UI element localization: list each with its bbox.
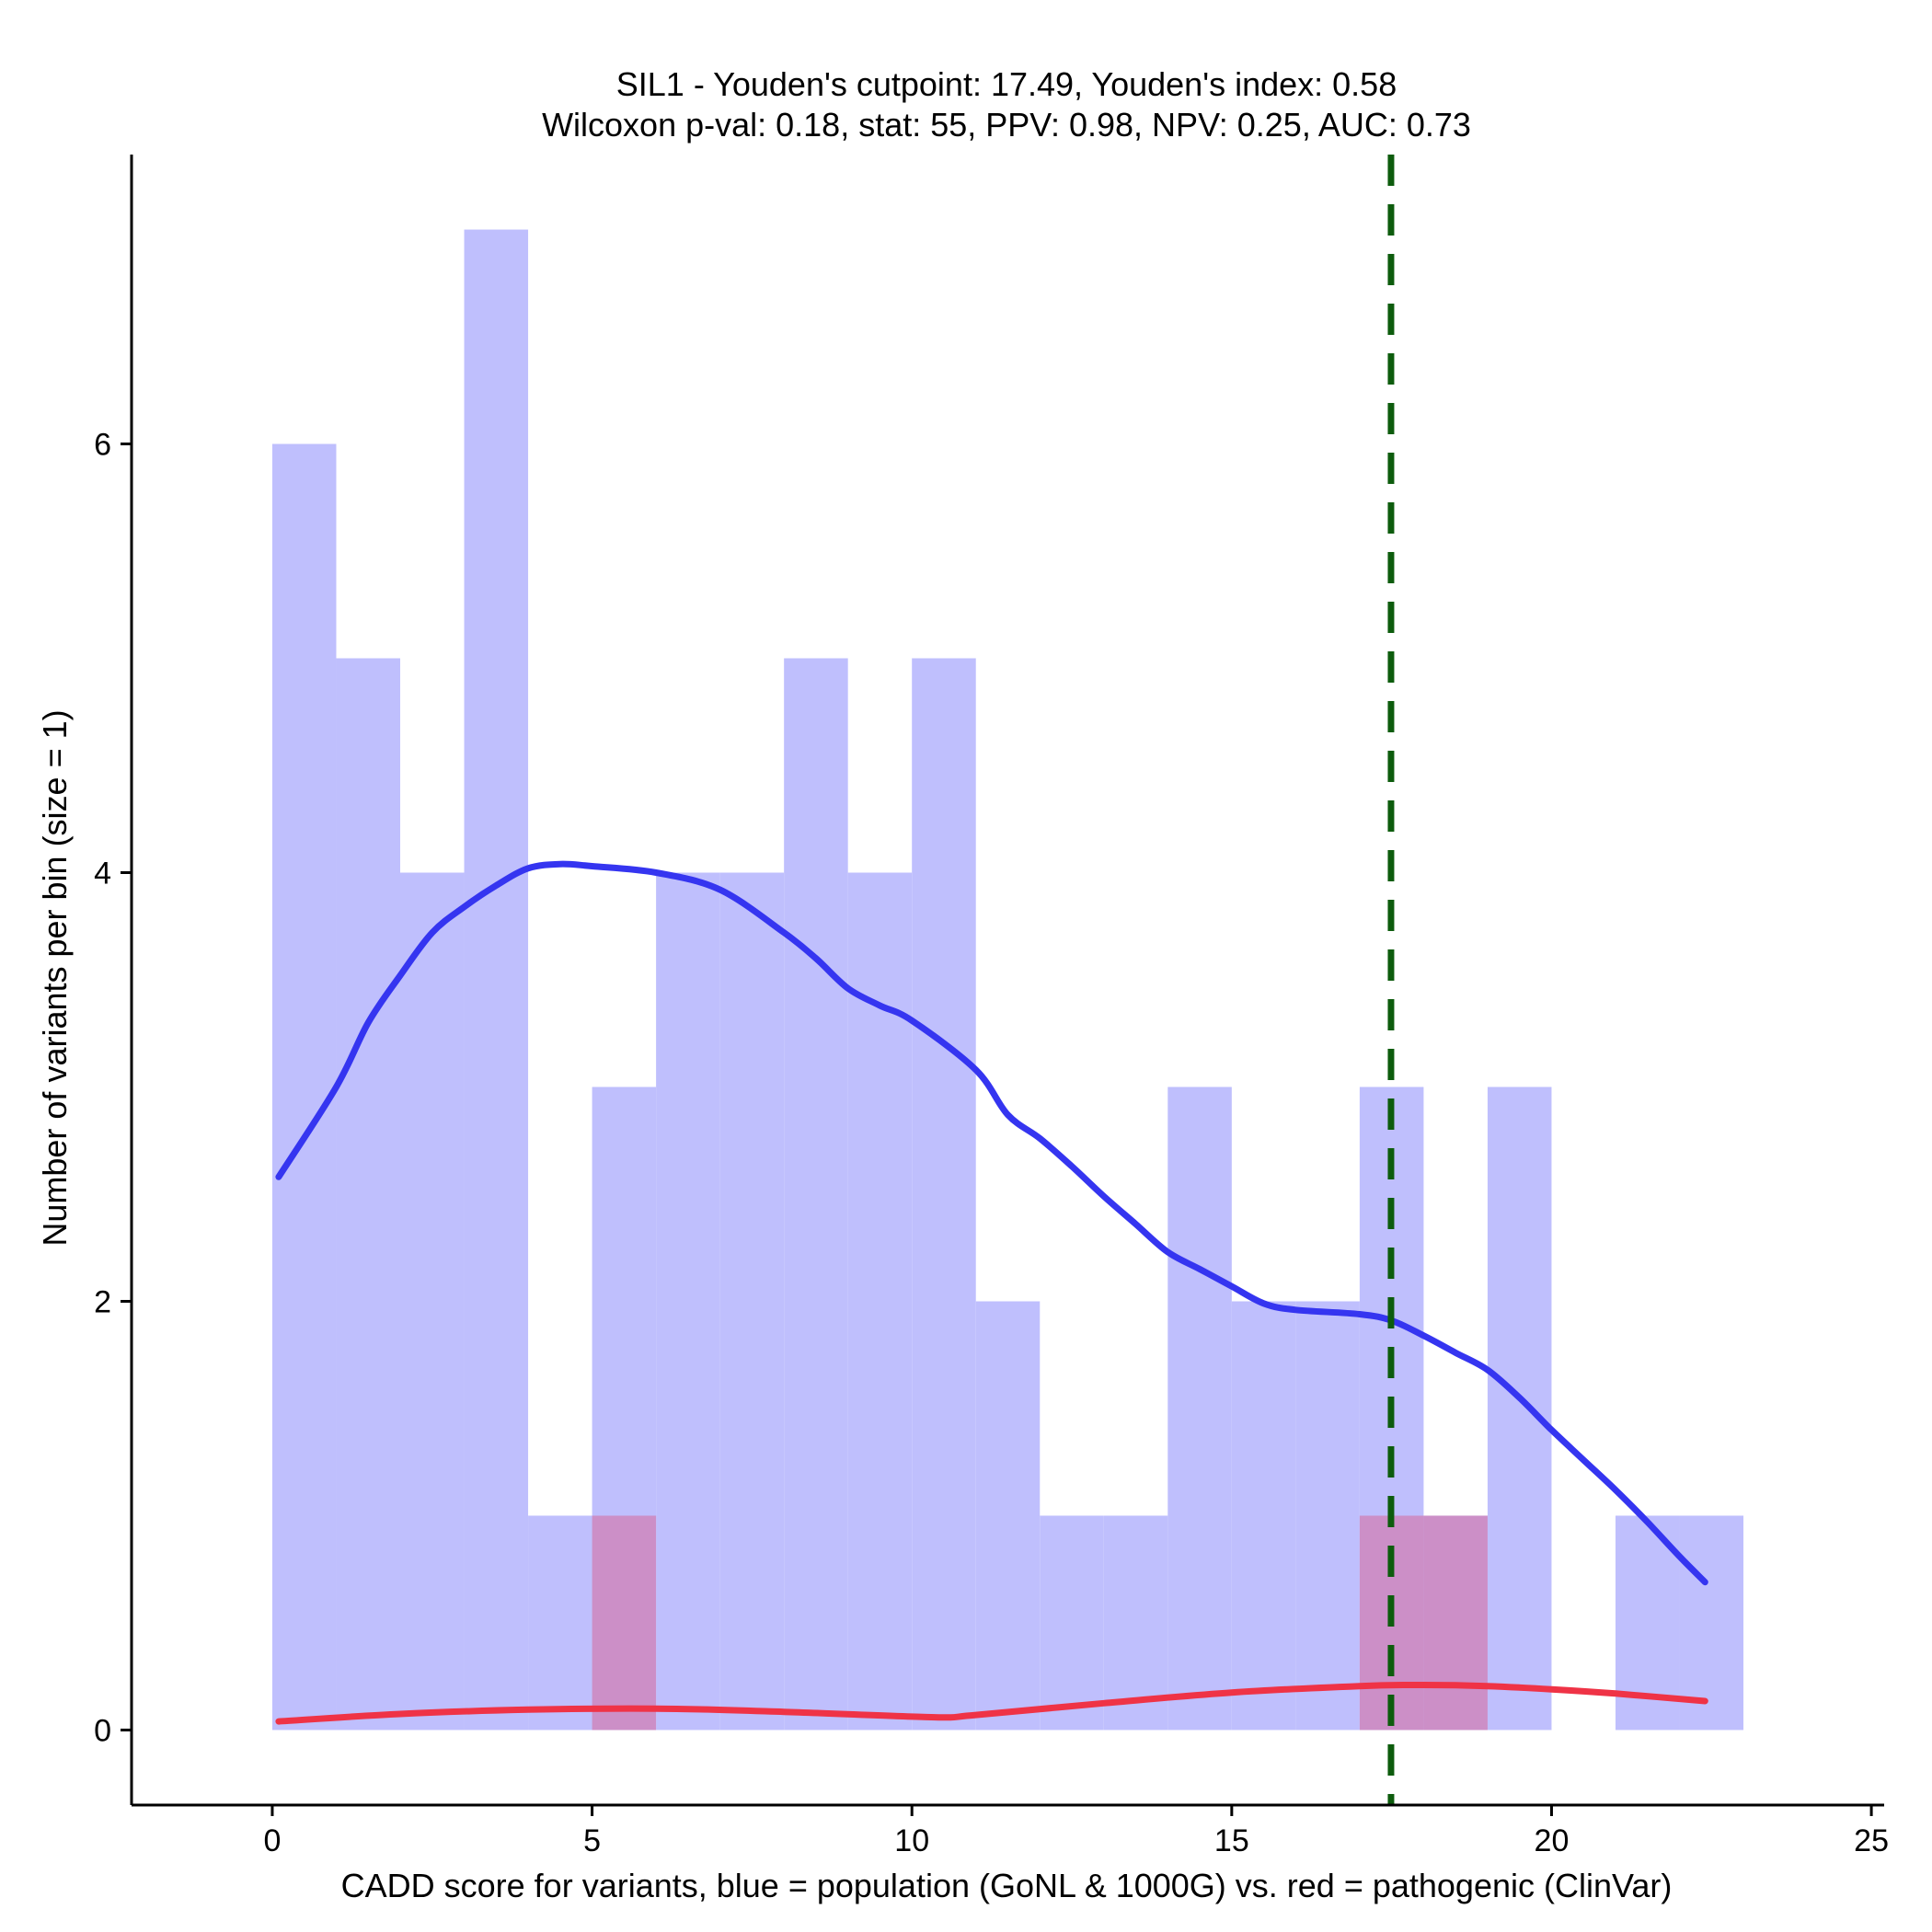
x-axis-ticks: 0 5 10 15 20 25	[263, 1805, 1889, 1858]
x-tick-label: 15	[1214, 1823, 1249, 1858]
y-axis-ticks: 0 2 4 6	[94, 428, 132, 1748]
y-axis-label: Number of variants per bin (size = 1)	[36, 709, 74, 1246]
pathogenic-bar-18	[1423, 1515, 1488, 1731]
population-bar-12	[1040, 1515, 1104, 1731]
population-density-line	[275, 860, 1708, 1586]
y-tick-label: 6	[94, 428, 111, 463]
pathogenic-bar-5	[592, 1515, 657, 1731]
population-bar-3	[464, 229, 529, 1731]
chart-title-line-1: SIL1 - Youden's cutpoint: 17.49, Youden'…	[616, 65, 1397, 103]
population-bar-22	[1679, 1515, 1744, 1731]
population-bar-1	[336, 658, 401, 1731]
population-bar-9	[847, 872, 913, 1731]
y-tick-label: 0	[94, 1713, 111, 1748]
population-bar-0	[271, 443, 337, 1731]
x-tick-label: 20	[1535, 1823, 1570, 1858]
axes: 0 5 10 15 20 25 0 2 4 6	[94, 155, 1889, 1858]
x-tick-label: 0	[263, 1823, 281, 1858]
y-tick-label: 4	[94, 857, 111, 891]
pathogenic-bars	[592, 1515, 1488, 1731]
population-bar-2	[400, 872, 465, 1731]
plot-area	[271, 155, 1744, 1805]
chart-title-line-2: Wilcoxon p-val: 0.18, stat: 55, PPV: 0.9…	[542, 106, 1471, 144]
population-bar-6	[656, 872, 720, 1731]
population-bar-10	[912, 658, 976, 1731]
population-bar-14	[1167, 1087, 1232, 1731]
x-tick-label: 10	[894, 1823, 929, 1858]
population-bar-19	[1487, 1087, 1552, 1731]
population-bar-13	[1103, 1515, 1168, 1731]
density-curves	[275, 860, 1708, 1725]
x-tick-label: 25	[1854, 1823, 1889, 1858]
x-tick-label: 5	[583, 1823, 601, 1858]
pathogenic-density-line	[275, 1681, 1708, 1725]
population-bar-11	[975, 1301, 1041, 1731]
population-bars	[271, 229, 1744, 1731]
x-axis-label: CADD score for variants, blue = populati…	[341, 1867, 1673, 1904]
population-bar-8	[784, 658, 848, 1731]
population-bar-7	[719, 872, 785, 1731]
y-tick-label: 2	[94, 1284, 111, 1319]
population-bar-15	[1231, 1301, 1296, 1731]
population-bar-4	[528, 1515, 592, 1731]
population-bar-16	[1295, 1301, 1360, 1731]
